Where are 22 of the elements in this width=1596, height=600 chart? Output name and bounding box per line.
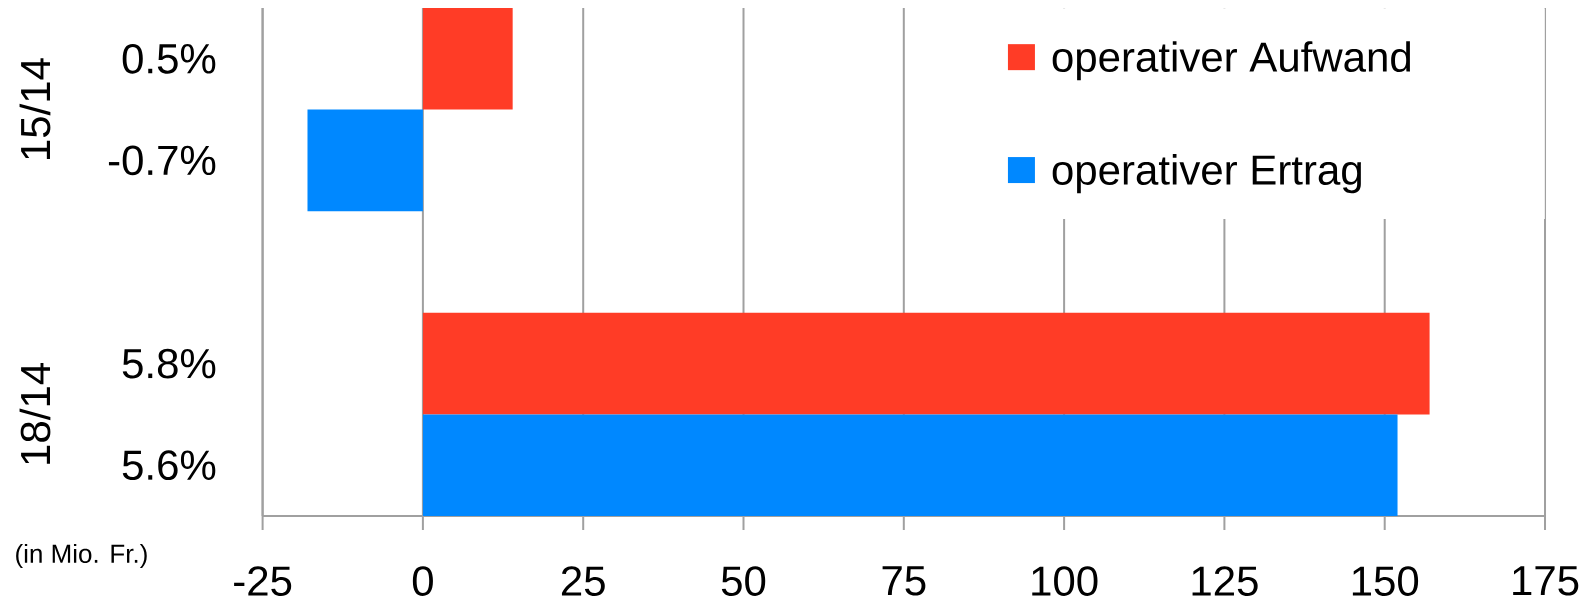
x-tick-label: 125 xyxy=(1192,566,1258,596)
x-tick-label: 50 xyxy=(721,566,766,596)
y-tick-label: -0.7% xyxy=(108,145,216,176)
text: 18/14 xyxy=(19,363,51,464)
bar xyxy=(422,312,1430,415)
text: (in Mio. Fr.) xyxy=(16,543,147,569)
y-tick-label: 5.8% xyxy=(122,348,216,379)
x-tick-label: 175 xyxy=(1513,566,1579,596)
y-tick-label: 5.6% xyxy=(122,450,216,481)
x-tick-label: 100 xyxy=(1032,566,1098,596)
y-tick-label: 0.5% xyxy=(122,43,216,74)
x-tick-label: 0 xyxy=(412,566,433,596)
legend-label: operativer Ertrag xyxy=(1052,154,1361,194)
text: 15/14 xyxy=(19,58,51,159)
bar xyxy=(422,414,1398,516)
bar xyxy=(307,109,423,212)
x-tick-label: 25 xyxy=(561,566,605,596)
bar xyxy=(422,8,513,110)
x-tick-label: 75 xyxy=(882,566,926,596)
legend-label: operativer Aufwand xyxy=(1052,41,1411,81)
x-tick-label: -25 xyxy=(234,566,292,596)
x-tick-label: 150 xyxy=(1352,566,1419,596)
